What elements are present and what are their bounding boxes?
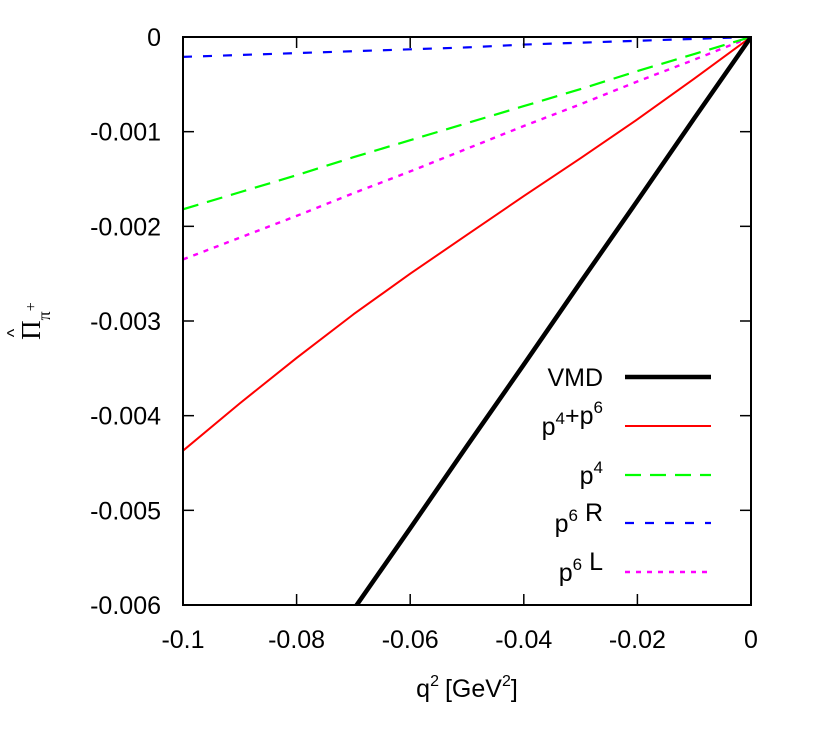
series-p6-r [183,37,751,58]
y-tick-label: -0.004 [90,403,161,431]
plot-curves [183,37,751,605]
y-tick-label: -0.001 [90,119,161,147]
svg-text:Ππ+: Ππ+ [16,302,54,340]
legend-label: p6 L [559,548,603,587]
x-axis-ticks: -0.1 -0.08 -0.06 -0.04 -0.02 0 [161,37,758,654]
x-tick-label: -0.06 [382,626,439,654]
x-tick-label: 0 [744,626,758,654]
y-tick-label: -0.003 [90,308,161,336]
x-tick-label: -0.1 [161,626,204,654]
legend-label: p4+p6 [542,398,603,441]
y-title-subsup: + [23,302,40,311]
legend-label: p4 [580,458,603,490]
legend: VMD p4+p6 p4 p6 R p6 L [542,364,711,587]
y-axis-ticks: 0 -0.001 -0.002 -0.003 -0.004 -0.005 -0.006 [90,24,751,620]
legend-label: VMD [547,364,603,392]
x-tick-label: -0.08 [268,626,325,654]
y-title-hat: ^ [4,328,24,337]
y-title-sub: π [34,311,54,320]
y-title-symbol: Π [16,320,46,340]
plot-frame [182,36,752,606]
y-tick-label: -0.002 [90,213,161,241]
series-p4-p6 [183,37,751,452]
y-tick-label: 0 [147,24,161,52]
y-tick-label: -0.006 [90,592,161,620]
x-tick-label: -0.02 [609,626,666,654]
legend-label: p6 R [555,499,603,538]
series-p6-l [183,37,751,261]
series-p4 [183,37,751,211]
y-tick-label: -0.005 [90,497,161,525]
x-axis-title: q2 [GeV2] [416,673,518,703]
y-axis-title: Ππ+ ^ [4,302,54,340]
series-vmd [353,37,751,605]
x-tick-label: -0.04 [495,626,552,654]
